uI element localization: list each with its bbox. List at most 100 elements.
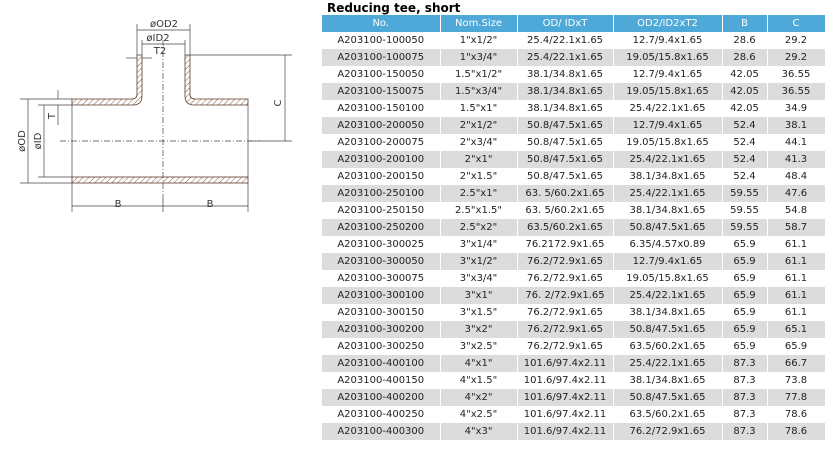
table-cell: 101.6/97.4x2.11 <box>517 423 614 440</box>
table-cell: 50.8/47.5x1.65 <box>613 321 723 338</box>
table-cell: 101.6/97.4x2.11 <box>517 372 614 389</box>
table-row: A203100-150075 1.5"x3/4" 38.1/34.8x1.65 19.… <box>322 83 826 100</box>
table-cell: 73.8 <box>767 372 826 389</box>
table-cell: 38.1/34.8x1.65 <box>517 83 614 100</box>
table-cell: 78.6 <box>767 423 826 440</box>
table-cell: 65.9 <box>722 287 768 304</box>
table-cell: 25.4/22.1x1.65 <box>517 32 614 49</box>
table-cell: 38.1/34.8x1.65 <box>517 100 614 117</box>
table-cell: 2"x1" <box>440 151 518 168</box>
table-cell: 63.5/60.2x1.65 <box>613 406 723 423</box>
table-cell: 59.55 <box>722 185 768 202</box>
table-cell: 38.1/34.8x1.65 <box>613 168 723 185</box>
table-cell: 66.7 <box>767 355 826 372</box>
table-cell: 52.4 <box>722 117 768 134</box>
table-cell: 2.5"x1.5" <box>440 202 518 219</box>
table-cell: 25.4/22.1x1.65 <box>613 185 723 202</box>
tee-drawing: øOD2 øID2 T2 C øOD øID T B B <box>17 19 292 212</box>
t2-label: T2 <box>153 46 166 57</box>
table-row: A203100-250150 2.5"x1.5" 63. 5/60.2x1.65 38… <box>322 202 826 219</box>
table-cell: 59.55 <box>722 202 768 219</box>
table-cell: 61.1 <box>767 236 826 253</box>
table-row: A203100-150100 1.5"x1" 38.1/34.8x1.65 25.4/… <box>322 100 826 117</box>
table-row: A203100-400200 4"x2" 101.6/97.4x2.11 50.8/4… <box>322 389 826 406</box>
table-cell: 50.8/47.5x1.65 <box>517 134 614 151</box>
table-cell: 87.3 <box>722 355 768 372</box>
table-cell: 76.2/72.9x1.65 <box>517 304 614 321</box>
table-row: A203100-300150 3"x1.5" 76.2/72.9x1.65 38.1/… <box>322 304 826 321</box>
table-cell: 2"x1.5" <box>440 168 518 185</box>
table-cell: 3"x1/4" <box>440 236 518 253</box>
table-cell: 19.05/15.8x1.65 <box>613 270 723 287</box>
table-row: A203100-300100 3"x1" 76. 2/72.9x1.65 25.4/2… <box>322 287 826 304</box>
table-cell: 50.8/47.5x1.65 <box>517 168 614 185</box>
table-cell: 77.8 <box>767 389 826 406</box>
table-cell: 38.1/34.8x1.65 <box>613 202 723 219</box>
table-cell: 87.3 <box>722 389 768 406</box>
table-body: A203100-100050 1"x1/2" 25.4/22.1x1.65 12.7/… <box>322 32 826 440</box>
table-cell: 41.3 <box>767 151 826 168</box>
header-cell: C <box>767 15 826 32</box>
table-cell: 4"x1" <box>440 355 518 372</box>
table-row: A203100-250100 2.5"x1" 63. 5/60.2x1.65 25.4… <box>322 185 826 202</box>
table-cell: 54.8 <box>767 202 826 219</box>
table-cell: 34.9 <box>767 100 826 117</box>
table-row: A203100-200100 2"x1" 50.8/47.5x1.65 25.4/22… <box>322 151 826 168</box>
header-cell: OD/ IDxT <box>517 15 614 32</box>
table-row: A203100-200150 2"x1.5" 50.8/47.5x1.65 38.1/… <box>322 168 826 185</box>
table-cell: A203100-400100 <box>322 355 441 372</box>
table-cell: 63. 5/60.2x1.65 <box>517 185 614 202</box>
table-cell: 1"x1/2" <box>440 32 518 49</box>
table-cell: 47.6 <box>767 185 826 202</box>
table-cell: 25.4/22.1x1.65 <box>613 287 723 304</box>
table-row: A203100-250200 2.5"x2" 63.5/60.2x1.65 50.8/… <box>322 219 826 236</box>
table-cell: 65.1 <box>767 321 826 338</box>
table-cell: 52.4 <box>722 134 768 151</box>
table-cell: 61.1 <box>767 287 826 304</box>
table-cell: 65.9 <box>722 338 768 355</box>
table-row: A203100-400250 4"x2.5" 101.6/97.4x2.11 63.5… <box>322 406 826 423</box>
header-cell: Nom.Size <box>440 15 518 32</box>
header-cell: No. <box>322 15 441 32</box>
table-cell: 101.6/97.4x2.11 <box>517 389 614 406</box>
table-cell: 1"x3/4" <box>440 49 518 66</box>
table-cell: 52.4 <box>722 168 768 185</box>
table-cell: 76.2/72.9x1.65 <box>517 321 614 338</box>
table-cell: 3"x1" <box>440 287 518 304</box>
table-cell: 61.1 <box>767 253 826 270</box>
table-cell: 42.05 <box>722 83 768 100</box>
table-row: A203100-400300 4"x3" 101.6/97.4x2.11 76.2/7… <box>322 423 826 440</box>
table-cell: 76. 2/72.9x1.65 <box>517 287 614 304</box>
table-cell: 28.6 <box>722 49 768 66</box>
table-cell: 63.5/60.2x1.65 <box>517 219 614 236</box>
table-cell: A203100-300200 <box>322 321 441 338</box>
table-cell: A203100-200100 <box>322 151 441 168</box>
table-cell: A203100-150100 <box>322 100 441 117</box>
table-cell: A203100-200075 <box>322 134 441 151</box>
table-cell: 3"x3/4" <box>440 270 518 287</box>
id-label: øID <box>33 132 44 149</box>
od2-label: øOD2 <box>150 19 178 30</box>
table-cell: 1.5"x1/2" <box>440 66 518 83</box>
b-label: B <box>115 199 122 210</box>
table-cell: 50.8/47.5x1.65 <box>613 389 723 406</box>
b-label: B <box>207 199 214 210</box>
table-cell: 61.1 <box>767 270 826 287</box>
table-cell: 28.6 <box>722 32 768 49</box>
table-cell: A203100-300250 <box>322 338 441 355</box>
table-cell: 101.6/97.4x2.11 <box>517 355 614 372</box>
table-cell: 19.05/15.8x1.65 <box>613 49 723 66</box>
table-cell: 38.1/34.8x1.65 <box>517 66 614 83</box>
table-row: A203100-400150 4"x1.5" 101.6/97.4x2.11 38.1… <box>322 372 826 389</box>
table-cell: 12.7/9.4x1.65 <box>613 117 723 134</box>
table-cell: 65.9 <box>722 236 768 253</box>
table-cell: 3"x2.5" <box>440 338 518 355</box>
table-cell: 29.2 <box>767 32 826 49</box>
table-cell: A203100-100050 <box>322 32 441 49</box>
table-cell: 1.5"x1" <box>440 100 518 117</box>
table-cell: 87.3 <box>722 406 768 423</box>
dimension-lines <box>20 24 292 212</box>
table-cell: 1.5"x3/4" <box>440 83 518 100</box>
table-cell: 76.2172.9x1.65 <box>517 236 614 253</box>
table-cell: 76.2/72.9x1.65 <box>517 253 614 270</box>
